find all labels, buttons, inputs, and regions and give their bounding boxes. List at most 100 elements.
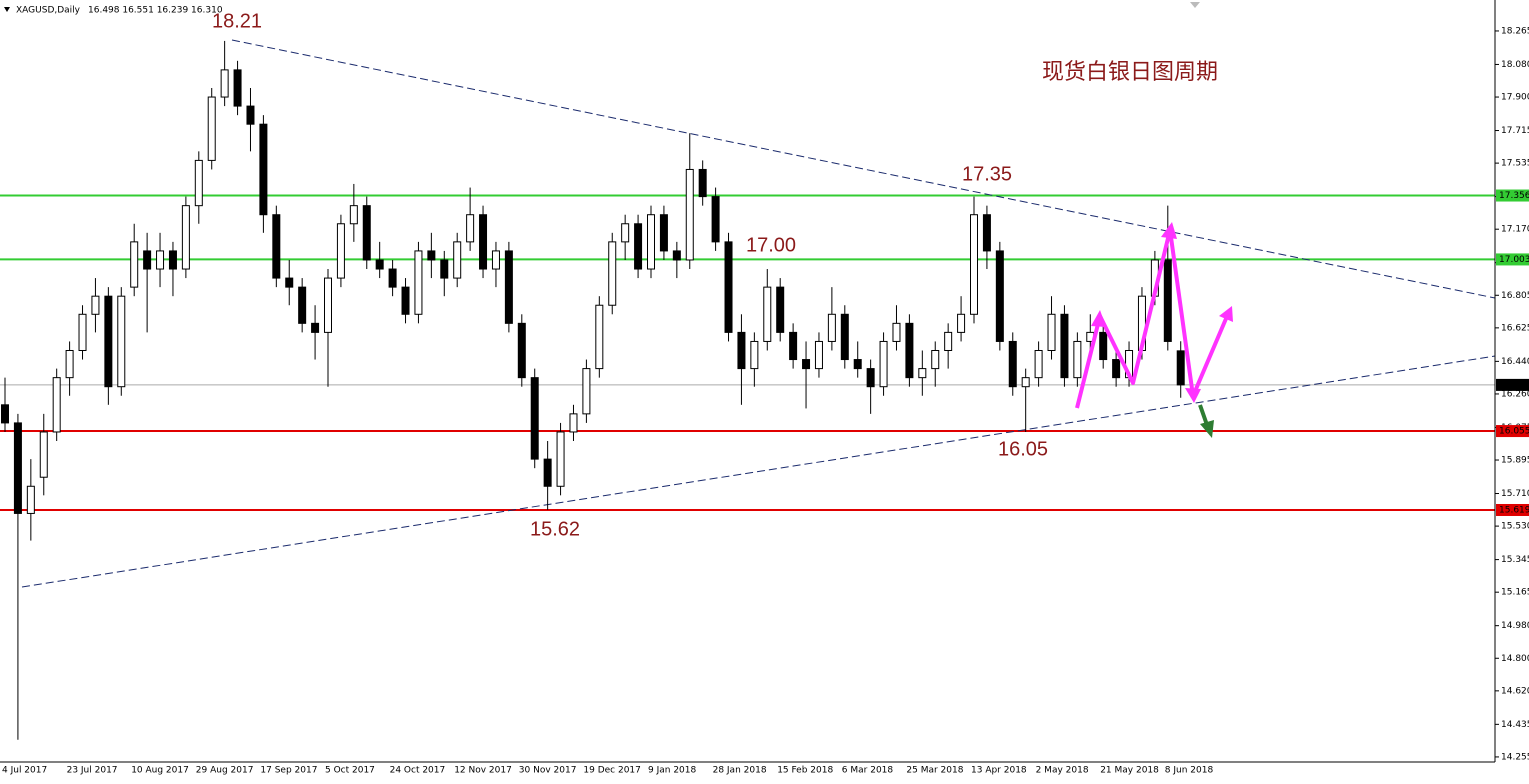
x-tick-label: 21 May 2018 — [1100, 766, 1159, 776]
candle-body — [52, 377, 61, 433]
candle-body — [78, 313, 87, 351]
candle-body — [1112, 359, 1121, 379]
annotation: 17.35 — [962, 163, 1012, 185]
candle-body — [181, 205, 190, 270]
x-tick-label: 29 Aug 2017 — [196, 766, 254, 776]
candle-body — [569, 413, 578, 433]
candle-body — [388, 268, 397, 288]
candle-body — [957, 313, 966, 333]
candle-body — [970, 214, 978, 315]
arrow-head — [1185, 388, 1201, 403]
x-tick-label: 4 Jul 2017 — [2, 766, 47, 776]
candle-body — [91, 295, 100, 315]
candle-body — [156, 250, 165, 270]
candle-body — [259, 123, 268, 216]
level-label: 15.619 — [1499, 505, 1529, 515]
candle-body — [13, 422, 22, 514]
x-tick-label: 19 Dec 2017 — [583, 766, 641, 776]
x-tick-label: 8 Jun 2018 — [1165, 766, 1214, 776]
arrow-head — [1219, 306, 1233, 322]
candle-body — [65, 349, 74, 379]
candle-body — [1163, 259, 1172, 342]
candle-body — [840, 313, 849, 361]
y-tick-label: 18.265 — [1501, 26, 1529, 36]
quote: 16.498 16.551 16.239 16.310 — [88, 6, 223, 16]
candle-body — [672, 250, 681, 261]
candle-body — [349, 205, 358, 225]
x-tick-label: 17 Sep 2017 — [260, 766, 317, 776]
x-tick-label: 30 Nov 2017 — [519, 766, 577, 776]
candle-body — [1099, 331, 1108, 361]
x-tick-label: 28 Jan 2018 — [713, 766, 767, 776]
level-tag — [1496, 253, 1529, 266]
candle-body — [401, 286, 410, 315]
level-label: 16.055 — [1499, 427, 1529, 437]
candle-body — [634, 223, 643, 270]
annotation: 16.05 — [998, 438, 1048, 460]
y-tick-label: 14.255 — [1501, 752, 1529, 762]
candle-body — [685, 168, 694, 261]
candle-body — [324, 277, 332, 333]
candle-body — [362, 205, 371, 261]
candle-body — [207, 96, 216, 161]
y-tick-label: 17.535 — [1501, 159, 1529, 169]
y-tick-label: 17.900 — [1501, 93, 1529, 103]
y-tick-label: 16.805 — [1501, 291, 1529, 301]
symbol: XAGUSD,Daily — [16, 6, 81, 16]
candle-body — [892, 322, 901, 342]
candle-body — [285, 277, 294, 288]
candle-body — [879, 340, 888, 388]
candles — [1, 40, 1185, 740]
candle-body — [595, 304, 604, 370]
level-label: 17.356 — [1499, 191, 1529, 201]
candle-body — [311, 322, 320, 333]
y-tick-label: 17.715 — [1501, 126, 1529, 136]
candle-body — [1034, 349, 1043, 379]
arrow-head — [1200, 420, 1214, 438]
candle-body — [659, 214, 668, 252]
candle-body — [375, 259, 384, 270]
y-tick-label: 14.980 — [1501, 621, 1529, 631]
candle-body — [995, 250, 1004, 342]
candle-body — [143, 250, 152, 270]
x-tick-label: 5 Oct 2017 — [325, 766, 375, 776]
x-tick-label: 9 Jan 2018 — [648, 766, 696, 776]
level-label: 16.310 — [1499, 380, 1529, 390]
candle-body — [194, 159, 203, 207]
candle-body — [789, 331, 798, 361]
x-tick-label: 15 Feb 2018 — [777, 766, 833, 776]
candle-body — [220, 69, 229, 98]
candle-body — [1060, 313, 1069, 379]
annotation: 17.00 — [746, 234, 796, 256]
y-tick-label: 15.895 — [1501, 456, 1529, 466]
candle-body — [1021, 377, 1030, 388]
candle-body — [931, 349, 940, 370]
candle-body — [479, 214, 488, 270]
candle-body — [698, 168, 707, 198]
level-tag — [1496, 189, 1529, 202]
candle-body — [1073, 340, 1082, 379]
x-tick-label: 25 Mar 2018 — [906, 766, 963, 776]
level-tag — [1496, 503, 1529, 516]
candle-body — [853, 359, 862, 370]
candle-body — [336, 223, 345, 279]
forecast-path — [1075, 228, 1230, 409]
candle-body — [246, 105, 255, 125]
candle-body — [517, 322, 526, 379]
candle-body — [1008, 340, 1017, 388]
y-tick-label: 14.435 — [1501, 720, 1529, 730]
x-tick-label: 12 Nov 2017 — [454, 766, 512, 776]
candle-body — [427, 250, 436, 261]
candle-body — [104, 295, 113, 388]
candle-body — [1176, 350, 1185, 386]
candle-body — [556, 431, 565, 487]
arrow-head — [1091, 310, 1106, 327]
trend-line-upper — [231, 39, 1496, 299]
y-tick-label: 14.800 — [1501, 654, 1529, 664]
candle-body — [763, 286, 772, 342]
level-tag — [1496, 425, 1529, 438]
candle-body — [453, 241, 462, 279]
y-tick-label: 15.710 — [1501, 489, 1529, 499]
candle-body — [130, 241, 139, 288]
candle-body — [530, 377, 539, 460]
